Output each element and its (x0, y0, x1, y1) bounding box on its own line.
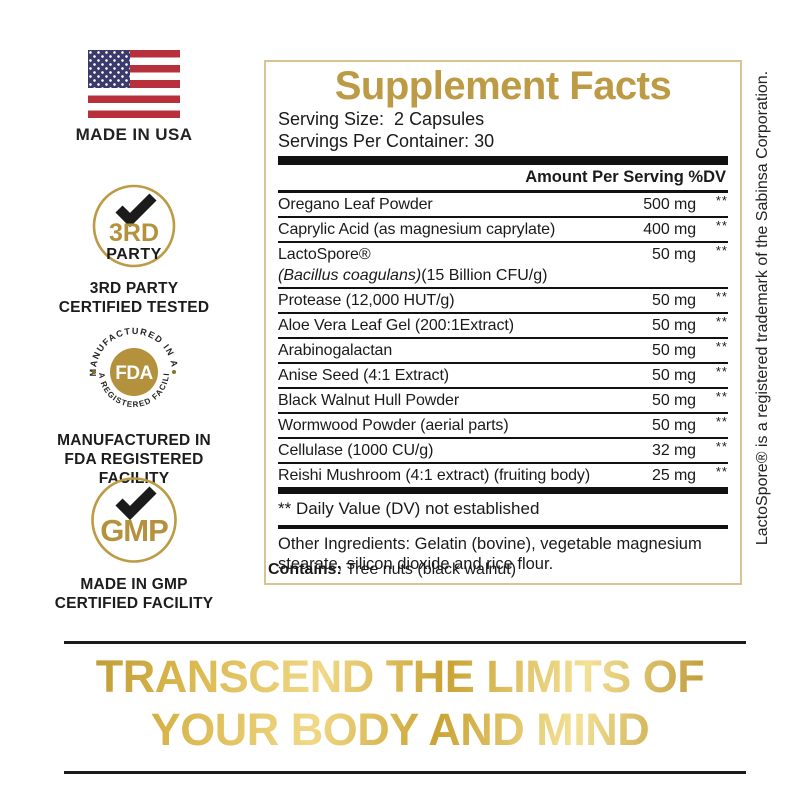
serving-size: Serving Size: 2 Capsules (278, 109, 485, 129)
ingredient-subtext-rest: (15 Billion CFU/g) (421, 267, 548, 284)
ingredient-dv: ** (715, 439, 728, 454)
ingredient-rows: Oregano Leaf Powder 500 mg ** Caprylic Acid… (278, 193, 728, 487)
ingredient-amount: 50 mg (652, 292, 696, 309)
ingredient-name: Aloe Vera Leaf Gel (200:1Extract) (278, 317, 514, 334)
ingredient-dv: ** (715, 218, 728, 233)
usa-flag-icon (88, 50, 180, 118)
table-row: Arabinogalactan 50 mg ** (278, 339, 728, 364)
ingredient-dv: ** (715, 464, 728, 479)
ingredient-amount: 500 mg (643, 196, 696, 213)
gmp-caption-line2: CERTIFIED FACILITY (54, 595, 214, 612)
column-header: Amount Per Serving %DV (525, 168, 726, 186)
fda-seal-icon: FDA MANUFACTURED IN AN FDA REGISTERED FA… (82, 316, 178, 409)
ingredient-name: Oregano Leaf Powder (278, 196, 433, 213)
ingredient-name: Wormwood Powder (aerial parts) (278, 417, 509, 434)
table-row: Wormwood Powder (aerial parts) 50 mg ** (278, 414, 728, 439)
made-in-usa-block: MADE IN USA (64, 50, 204, 145)
table-row: Cellulase (1000 CU/g) 32 mg ** (278, 439, 728, 464)
tagline: TRANSCEND THE LIMITS OF YOUR BODY AND MI… (0, 650, 800, 756)
servings-per-container: Servings Per Container: 30 (278, 130, 495, 151)
ingredient-dv: ** (715, 314, 728, 329)
ingredient-dv: ** (715, 364, 728, 379)
table-row: Protease (12,000 HUT/g) 50 mg ** (278, 289, 728, 314)
fda-caption-line1: MANUFACTURED IN (57, 432, 211, 449)
contains-label: Contains: (268, 561, 342, 578)
table-row: Reishi Mushroom (4:1 extract) (fruiting … (278, 464, 728, 487)
gmp-badge: GMP MADE IN GMP CERTIFIED FACILITY (31, 476, 237, 613)
tagline-line2: YOUR BODY AND MIND (150, 704, 650, 755)
tagline-rule-top (64, 641, 746, 644)
ingredient-name: Protease (12,000 HUT/g) (278, 292, 455, 309)
table-row: Aloe Vera Leaf Gel (200:1Extract) 50 mg ** (278, 314, 728, 339)
ingredient-amount: 50 mg (652, 246, 696, 263)
ingredient-name: Black Walnut Hull Powder (278, 392, 460, 409)
made-in-usa-label: MADE IN USA (75, 125, 193, 144)
fda-center-text: FDA (115, 363, 153, 384)
gmp-center-text: GMP (100, 513, 168, 548)
divider-medium (278, 190, 728, 193)
ingredient-dv: ** (715, 243, 728, 258)
ingredient-amount: 50 mg (652, 392, 696, 409)
tagline-line1: TRANSCEND THE LIMITS OF (95, 651, 705, 702)
ingredient-name: Anise Seed (4:1 Extract) (278, 367, 450, 384)
ingredient-dv: ** (715, 414, 728, 429)
third-party-seal-icon: 3RD PARTY (92, 184, 176, 268)
ingredient-name: Caprylic Acid (as magnesium caprylate) (278, 221, 556, 238)
table-row: Oregano Leaf Powder 500 mg ** (278, 193, 728, 218)
divider-after-rows (278, 487, 728, 494)
ingredient-amount: 50 mg (652, 317, 696, 334)
third-party-badge: 3RD PARTY 3RD PARTY CERTIFIED TESTED (34, 184, 234, 317)
ingredient-amount: 32 mg (652, 442, 696, 459)
ingredient-amount: 50 mg (652, 417, 696, 434)
ingredient-name: LactoSpore® (278, 246, 371, 263)
third-party-caption-line1: 3RD PARTY (89, 280, 179, 297)
checkmark-icon (115, 193, 157, 228)
contains-statement: Contains: Tree nuts (black walnut) (268, 561, 516, 579)
third-party-caption: 3RD PARTY CERTIFIED TESTED (34, 279, 234, 317)
ingredient-amount: 50 mg (652, 367, 696, 384)
ingredient-name: Arabinogalactan (278, 342, 393, 359)
table-row: Anise Seed (4:1 Extract) 50 mg ** (278, 364, 728, 389)
third-party-word2: PARTY (106, 246, 162, 263)
contains-value: Tree nuts (black walnut) (341, 561, 517, 578)
fda-badge: FDA MANUFACTURED IN AN FDA REGISTERED FA… (29, 316, 239, 488)
gmp-caption-line1: MADE IN GMP (80, 576, 188, 593)
table-row: LactoSpore® 50 mg ** (Bacillus coagulans)(1… (278, 243, 728, 289)
other-ingredients: Other Ingredients: Gelatin (bovine), veg… (278, 535, 702, 573)
checkmark-icon (115, 486, 157, 521)
right-dot-icon (172, 370, 176, 374)
ingredient-amount: 50 mg (652, 342, 696, 359)
trademark-note: LactoSpore® is a registered trademark of… (754, 70, 771, 546)
left-dot-icon (92, 370, 96, 374)
ingredient-dv: ** (715, 339, 728, 354)
panel-title: Supplement Facts (334, 64, 672, 108)
supplement-facts-panel: Supplement Facts Serving Size: 2 Capsule… (264, 60, 742, 585)
flag-canton (88, 50, 130, 88)
divider-thick (278, 156, 728, 165)
ingredient-latin-name: (Bacillus coagulans) (278, 267, 422, 284)
gmp-seal-icon: GMP (91, 477, 177, 563)
tagline-rule-bottom (64, 771, 746, 774)
ingredient-amount: 400 mg (643, 221, 696, 238)
ingredient-name: Cellulase (1000 CU/g) (278, 442, 434, 459)
dv-footnote: ** Daily Value (DV) not established (278, 499, 540, 518)
third-party-word1: 3RD (109, 219, 159, 247)
ingredient-dv: ** (715, 389, 728, 404)
divider-footnote (278, 525, 728, 529)
ingredient-name: Reishi Mushroom (4:1 extract) (fruiting … (278, 467, 591, 484)
ingredient-dv: ** (715, 193, 728, 208)
gmp-caption: MADE IN GMP CERTIFIED FACILITY (31, 575, 237, 613)
ingredient-dv: ** (715, 289, 728, 304)
table-row: Caprylic Acid (as magnesium caprylate) 40… (278, 218, 728, 243)
table-row: Black Walnut Hull Powder 50 mg ** (278, 389, 728, 414)
ingredient-subtext: (Bacillus coagulans)(15 Billion CFU/g) (278, 265, 728, 286)
third-party-caption-line2: CERTIFIED TESTED (58, 299, 210, 316)
ingredient-amount: 25 mg (652, 467, 696, 484)
